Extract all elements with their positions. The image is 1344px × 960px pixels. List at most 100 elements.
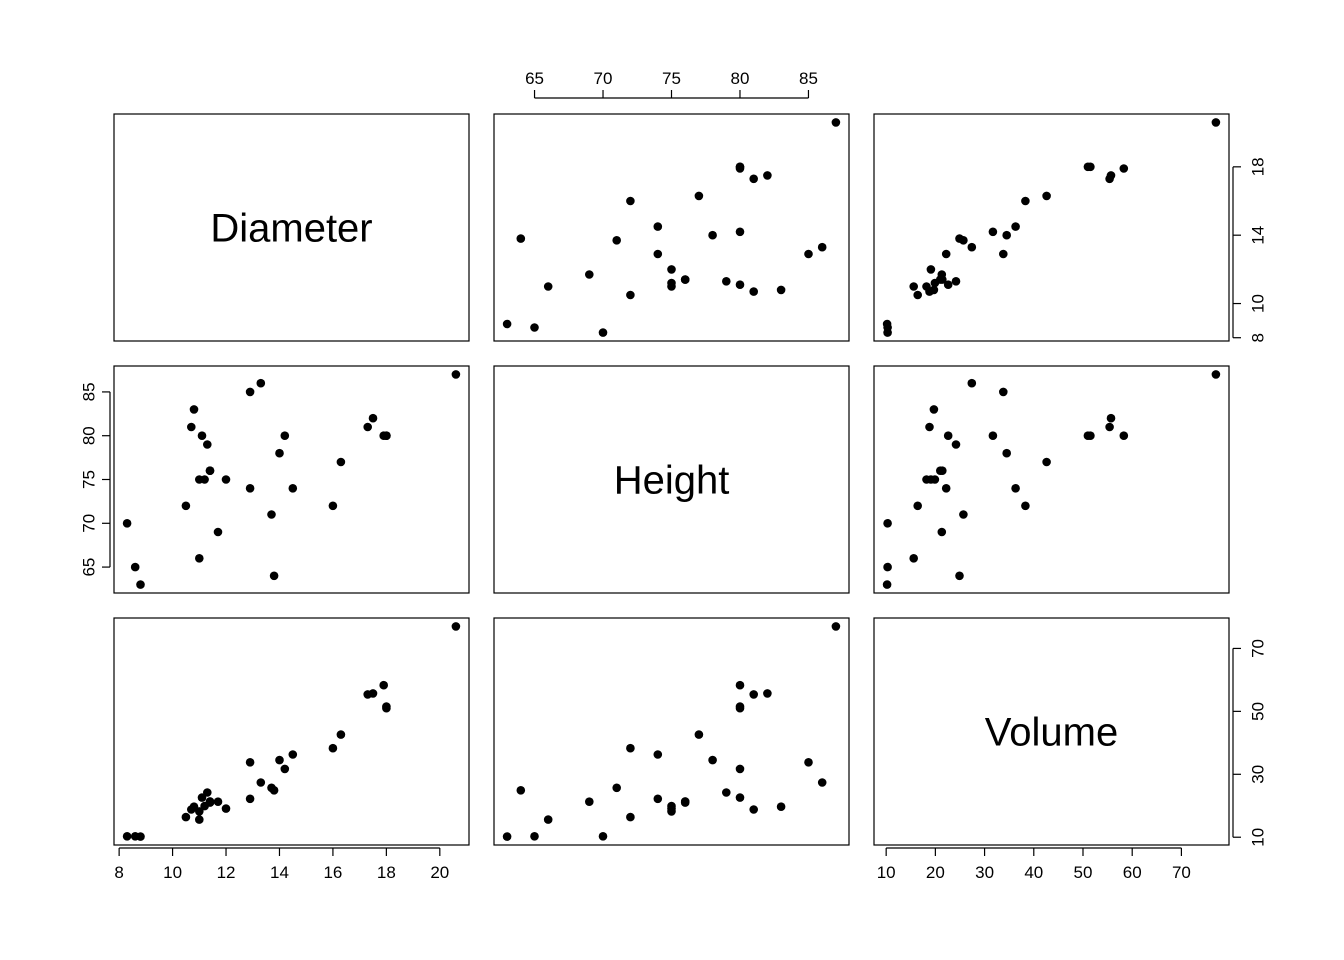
panel-diameter-vs-volume [873, 113, 1230, 342]
tick-label: 50 [1074, 863, 1093, 882]
diagonal-label-volume: Volume [985, 711, 1118, 755]
data-point [929, 285, 939, 295]
data-point [763, 171, 772, 180]
data-point [926, 475, 936, 484]
data-point [938, 466, 947, 476]
tick-label: 18 [377, 863, 396, 882]
data-point [925, 422, 934, 432]
panel-frame [113, 617, 470, 846]
data-point [749, 805, 758, 814]
panel-volume-vs-height [493, 617, 850, 846]
data-point [1002, 230, 1011, 240]
data-point [213, 797, 223, 806]
data-point [269, 571, 279, 581]
data-point [612, 783, 621, 793]
data-point [988, 431, 998, 441]
data-point [913, 290, 922, 300]
diagonal-label-diameter: Diameter [210, 207, 372, 251]
data-point [749, 690, 758, 699]
data-point [181, 501, 191, 511]
tick-label: 16 [323, 863, 342, 882]
data-point [200, 475, 209, 484]
data-point [959, 510, 968, 519]
diagonal-label-height: Height [614, 459, 730, 503]
data-point [136, 580, 145, 589]
data-point [336, 457, 346, 467]
tick-label: 40 [1024, 863, 1043, 882]
data-point [626, 196, 635, 206]
data-point [967, 378, 977, 388]
tick-label: 8 [114, 863, 123, 882]
data-point [694, 191, 704, 201]
tick-label: 10 [1248, 828, 1267, 847]
data-point [1083, 431, 1093, 441]
data-point [267, 510, 276, 519]
data-point [328, 501, 338, 511]
data-point [626, 812, 635, 822]
tick-label: 14 [270, 863, 289, 882]
data-point [943, 280, 953, 290]
data-point [804, 758, 813, 767]
data-point [328, 743, 338, 753]
panel-frame [873, 617, 1230, 846]
data-point [1021, 196, 1030, 206]
data-point [203, 440, 212, 449]
tick-label: 70 [594, 69, 613, 88]
data-point [203, 788, 212, 797]
data-point [1211, 118, 1221, 127]
tick-label: 10 [163, 863, 182, 882]
data-point [256, 378, 266, 388]
data-point [205, 797, 215, 806]
panel-frame [873, 365, 1230, 594]
panel-diameter-vs-diameter: Diameter [113, 113, 470, 342]
data-point [379, 680, 389, 690]
data-point [937, 270, 947, 279]
left-axis-height: 65 70 75 80 85 [79, 382, 111, 577]
data-point [245, 794, 255, 804]
data-point [269, 786, 279, 795]
data-point [368, 689, 378, 698]
tick-label: 12 [217, 863, 236, 882]
data-point [275, 448, 284, 458]
data-point [922, 282, 931, 291]
data-point [708, 755, 717, 765]
data-point [195, 815, 204, 824]
bottom-axis-volume: 10 20 30 40 50 60 70 [877, 847, 1191, 882]
data-point [909, 554, 918, 563]
panel-frame [493, 617, 850, 846]
tick-label: 75 [662, 69, 681, 88]
data-point [245, 758, 255, 767]
data-point [708, 230, 717, 240]
data-point [955, 571, 964, 581]
data-point [598, 832, 608, 841]
tick-label: 70 [1172, 863, 1191, 882]
data-point [195, 554, 204, 563]
tick-label: 65 [525, 69, 544, 88]
data-point [585, 797, 594, 806]
data-point [1042, 457, 1051, 467]
data-point [195, 807, 204, 816]
data-point [543, 815, 553, 824]
data-point [598, 328, 608, 337]
data-point [1106, 413, 1116, 423]
data-point [882, 580, 892, 589]
data-point [653, 249, 663, 259]
data-point [181, 812, 191, 822]
data-point [382, 431, 391, 441]
data-point [451, 370, 461, 379]
panels-layer: Diameter Height Volume [113, 113, 1230, 846]
data-point [722, 788, 731, 797]
data-point [883, 562, 892, 572]
tick-label: 70 [1248, 639, 1267, 658]
data-point [245, 387, 255, 397]
data-point [187, 422, 196, 432]
right-axis-diameter: 8 10 14 18 [1232, 157, 1267, 342]
data-point [1083, 162, 1093, 172]
data-point [288, 750, 298, 759]
panel-frame [113, 113, 470, 342]
panel-height-vs-volume [873, 365, 1230, 594]
right-axis-volume: 10 30 50 70 [1232, 639, 1267, 847]
panel-diameter-vs-height [493, 113, 850, 342]
panel-frame [873, 113, 1230, 342]
data-point [451, 622, 461, 631]
